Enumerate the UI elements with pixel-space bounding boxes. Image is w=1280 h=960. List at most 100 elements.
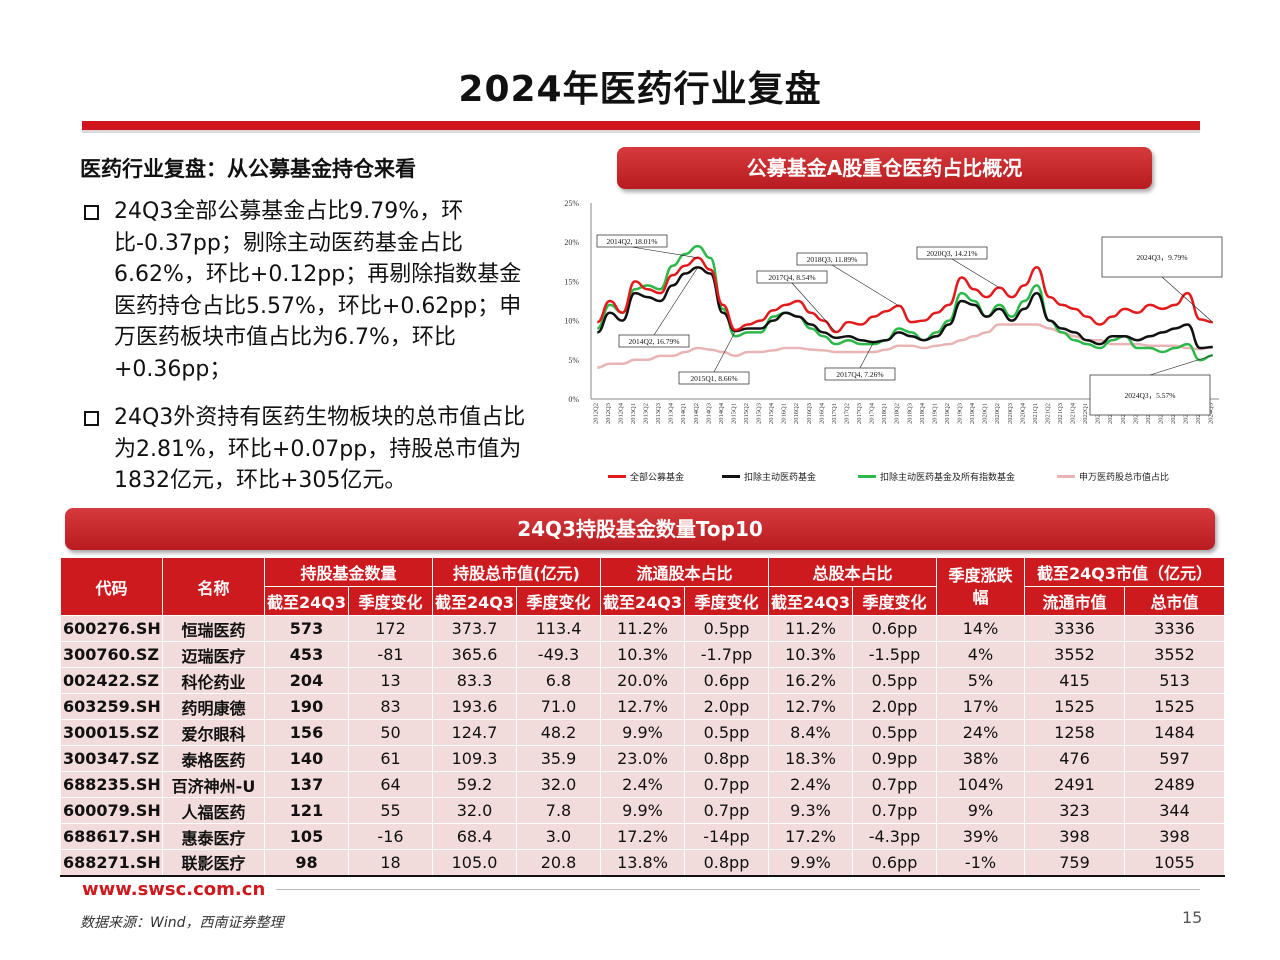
annotation-box (1101, 236, 1223, 278)
table-cell: 190 (264, 693, 349, 720)
table-cell: 6.8 (516, 667, 601, 694)
table-row: 600079.SH 人福医药 121 55 32.0 7.8 9.9% 0.7pp 9.3% 0.… (60, 797, 1225, 824)
table-cell: 32.0 (432, 797, 517, 824)
table-cell: 10.3% (768, 641, 853, 668)
bullet-text: 24Q3全部公募基金占比9.79%，环比-0.37pp；剔除主动医药基金占比6.… (114, 199, 522, 382)
header-fund-count: 持股基金数量 (264, 557, 433, 587)
table-cell: 0.7pp (852, 771, 937, 798)
subheader: 季度变化 (516, 586, 601, 616)
annotation-label: 2024Q3，5.57% (1124, 391, 1175, 400)
annotation-leader-line (1149, 355, 1213, 376)
annotation-label: 2020Q3, 14.21% (926, 249, 977, 258)
table-cell: 0.7pp (684, 771, 769, 798)
annotation-leader-line (653, 267, 699, 336)
x-tick-label: 2021Q1 (1032, 403, 1039, 424)
table-cell: 64 (348, 771, 433, 798)
x-tick-label: 2020Q3 (1007, 403, 1014, 424)
y-tick-label: 15% (564, 277, 579, 286)
series-line (596, 256, 1213, 334)
table-cell: 55 (348, 797, 433, 824)
x-tick-label: 2015Q4 (768, 402, 775, 424)
x-tick-label: 2024Q3 (1208, 403, 1215, 424)
table-cell: 104% (936, 771, 1025, 798)
legend-item: 申万医药股总市值占比 (1057, 470, 1169, 483)
x-tick-label: 2016Q2 (793, 403, 800, 424)
subheader: 截至24Q3 (432, 586, 517, 616)
x-tick-label: 2018Q1 (881, 403, 888, 424)
x-tick-label: 2015Q3 (756, 403, 763, 424)
annotation-box (824, 367, 896, 381)
table-cell: 476 (1024, 745, 1125, 772)
bullet-item: 24Q3外资持有医药生物板块的总市值占比为2.81%，环比+0.07pp，持股总… (82, 402, 542, 497)
table-cell: 48.2 (516, 719, 601, 746)
x-tick-label: 2019Q1 (931, 403, 938, 424)
table-cell: 0.8pp (684, 745, 769, 772)
table-cell: 13 (348, 667, 433, 694)
subheader: 季度变化 (348, 586, 433, 616)
table-cell: 2.4% (600, 771, 685, 798)
annotation-box (916, 246, 988, 260)
table-row: 300015.SZ 爱尔眼科 156 50 124.7 48.2 9.9% 0.5pp 8.4%… (60, 719, 1225, 746)
table-cell: 344 (1124, 797, 1225, 824)
header-code: 代码 (60, 557, 163, 616)
table-cell: 11.2% (600, 615, 685, 642)
table-cell: 137 (264, 771, 349, 798)
table-cell: 0.7pp (852, 797, 937, 824)
legend-label: 申万医药股总市值占比 (1079, 473, 1170, 483)
table-cell: 105 (264, 823, 349, 850)
section-subtitle: 医药行业复盘：从公募基金持仓来看 (80, 157, 416, 181)
table-cell: 68.4 (432, 823, 517, 850)
table-cell: 688235.SH (60, 771, 163, 798)
table-cell: 373.7 (432, 615, 517, 642)
table-cell: 12.7% (768, 693, 853, 720)
table-cell: 603259.SH (60, 693, 163, 720)
table-cell: 3336 (1024, 615, 1125, 642)
x-tick-label: 2014Q2 (693, 403, 700, 424)
table-cell: 98 (264, 849, 349, 877)
x-tick-label: 2018Q2 (894, 403, 901, 424)
x-tick-label: 2017Q2 (843, 403, 850, 424)
annotation-leader-line (791, 282, 837, 333)
subheader: 总市值 (1124, 586, 1225, 616)
x-tick-label: 2013Q3 (655, 403, 662, 424)
table-cell: 688617.SH (60, 823, 163, 850)
annotation-box (596, 234, 668, 248)
annotation-label: 2018Q3, 11.89% (807, 255, 858, 264)
table-cell: 365.6 (432, 641, 517, 668)
table-cell: 61 (348, 745, 433, 772)
x-tick-label: 2017Q1 (831, 403, 838, 424)
table-cell: 9.3% (768, 797, 853, 824)
table-cell: 0.8pp (684, 849, 769, 877)
square-bullet-icon (84, 205, 99, 220)
x-tick-label: 2020Q4 (1019, 402, 1026, 424)
table-cell: 35.9 (516, 745, 601, 772)
table-cell: 20.8 (516, 849, 601, 877)
x-tick-label: 2015Q1 (730, 403, 737, 424)
x-tick-label: 2017Q4 (869, 402, 876, 424)
table-cell: 513 (1124, 667, 1225, 694)
legend-label: 扣除主动医药基金 (744, 473, 817, 483)
table-cell: 18 (348, 849, 433, 877)
table-cell: 38% (936, 745, 1025, 772)
annotation-label: 2014Q2, 18.01% (606, 237, 657, 246)
table-cell: 24% (936, 719, 1025, 746)
x-tick-label: 2012Q2 (592, 403, 599, 424)
table-cell: 惠泰医疗 (162, 823, 265, 850)
annotation-box (1089, 374, 1211, 416)
table-cell: 83.3 (432, 667, 517, 694)
subheader: 截至24Q3 (768, 586, 853, 616)
legend-item: 扣除主动医药基金及所有指数基金 (858, 470, 1015, 483)
legend-item: 全部公募基金 (608, 470, 684, 483)
table-cell: 1484 (1124, 719, 1225, 746)
table-cell: 759 (1024, 849, 1125, 877)
table-cell: 9.9% (600, 797, 685, 824)
annotation-label: 2024Q3，9.79% (1136, 253, 1187, 262)
subheader: 截至24Q3 (600, 586, 685, 616)
table-cell: 2491 (1024, 771, 1125, 798)
table-row: 688617.SH 惠泰医疗 105 -16 68.4 3.0 17.2% -14pp 17.2… (60, 823, 1225, 850)
page-title: 2024年医药行业复盘 (458, 69, 822, 110)
table-cell: 83 (348, 693, 433, 720)
x-tick-label: 2020Q2 (994, 403, 1001, 424)
table-cell: 2.4% (768, 771, 853, 798)
table-cell: 5% (936, 667, 1025, 694)
